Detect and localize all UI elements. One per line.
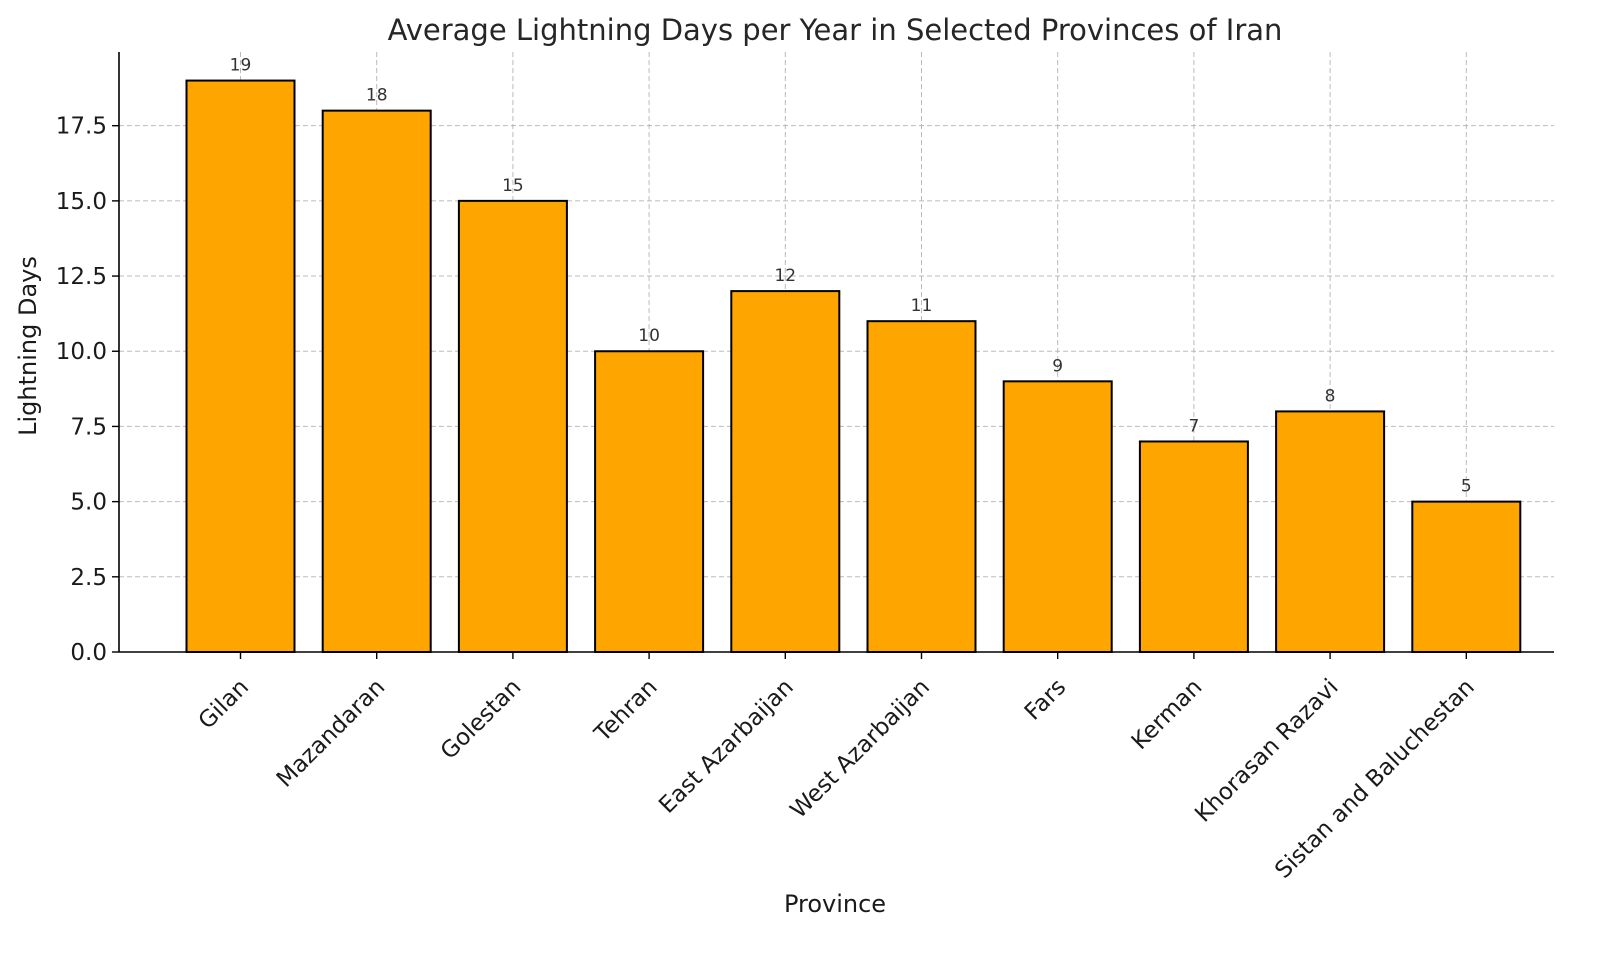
y-axis-label: Lightning Days	[14, 256, 42, 436]
bar-data-label: 18	[366, 86, 388, 106]
bar	[1411, 500, 1522, 653]
x-tick-label: Mazandaran	[272, 674, 390, 792]
y-tick-label: 7.5	[70, 414, 107, 440]
y-tick-label: 2.5	[70, 565, 107, 591]
y-tick-label: 17.5	[56, 114, 107, 140]
bar	[1275, 410, 1386, 653]
chart-title: Average Lightning Days per Year in Selec…	[388, 13, 1283, 47]
bar	[730, 290, 841, 653]
data-label-layer: 19 18 15 10 12 11 9 7 8 5	[230, 56, 1472, 497]
bar-data-label: 9	[1052, 356, 1063, 376]
bar	[185, 79, 296, 654]
x-tick-label: East Azarbaijan	[654, 674, 799, 819]
bar	[594, 350, 705, 653]
bar-data-label: 15	[502, 176, 524, 196]
x-tick-label: Golestan	[436, 674, 527, 765]
bar	[1002, 380, 1113, 653]
bar	[866, 320, 977, 653]
y-tick-label: 5.0	[70, 490, 107, 516]
x-tick-label: Khorasan Razavi	[1190, 674, 1343, 827]
bar-data-label: 10	[638, 326, 660, 346]
bar-data-label: 7	[1188, 416, 1199, 436]
bar	[321, 109, 432, 654]
x-tick-label: West Azarbaijan	[786, 674, 935, 823]
y-tick-label: 15.0	[56, 189, 107, 215]
y-tick-label: 10.0	[56, 339, 107, 365]
y-tick-label: 12.5	[56, 264, 107, 290]
x-tick-label: Tehran	[589, 674, 663, 748]
bar-layer	[185, 79, 1522, 654]
bar-data-label: 19	[230, 56, 252, 76]
bar	[457, 199, 568, 653]
bar-data-label: 8	[1325, 386, 1336, 406]
x-tick-label: Fars	[1020, 674, 1071, 725]
bar-data-label: 12	[774, 266, 796, 286]
x-tick-label: Kerman	[1127, 674, 1208, 755]
bar	[1138, 440, 1249, 654]
bar-data-label: 11	[911, 296, 933, 316]
x-axis-label: Province	[784, 890, 886, 918]
x-tick-label: Gilan	[194, 674, 254, 734]
bar-data-label: 5	[1461, 477, 1472, 497]
y-tick-label: 0.0	[70, 640, 107, 666]
